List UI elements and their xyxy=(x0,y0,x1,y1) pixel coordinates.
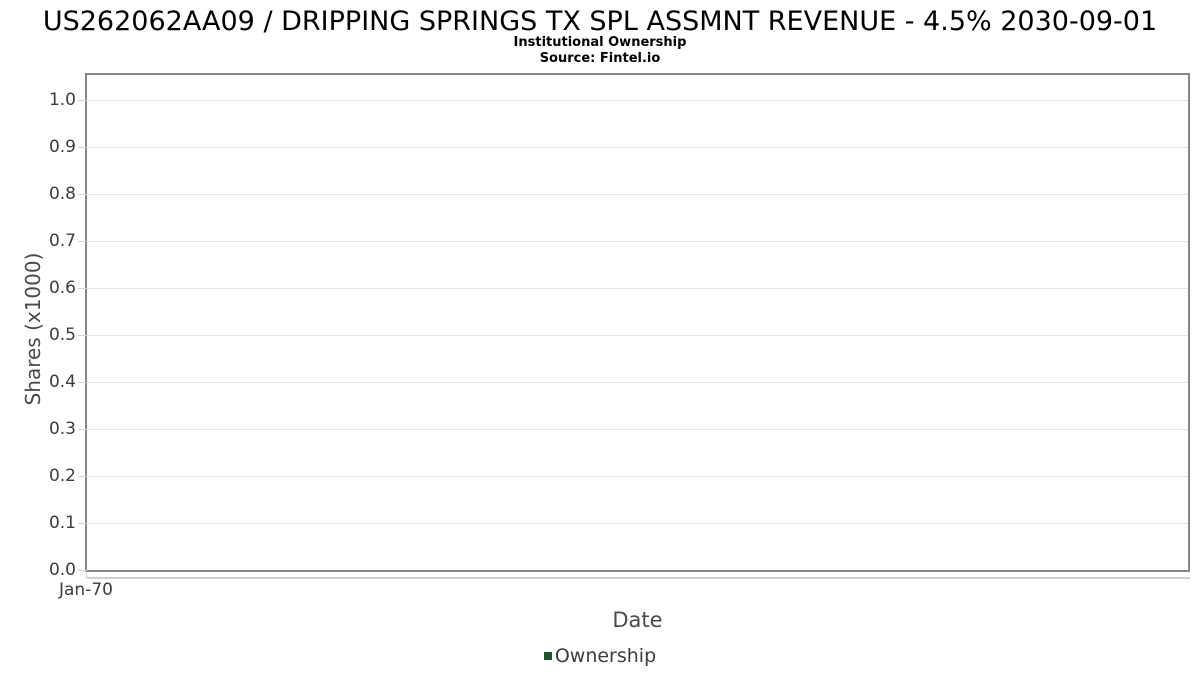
y-gridline xyxy=(87,194,1188,195)
y-gridline xyxy=(87,382,1188,383)
y-tick-label: 0.5 xyxy=(48,325,76,345)
y-tick-label: 1.0 xyxy=(48,90,76,110)
legend-label: Ownership xyxy=(554,645,657,667)
y-gridline xyxy=(87,147,1188,148)
y-tick-label: 0.9 xyxy=(48,137,76,157)
y-axis-title: Shares (x1000) xyxy=(21,252,45,406)
y-gridline xyxy=(87,100,1188,101)
y-gridline xyxy=(87,241,1188,242)
y-tick-mark xyxy=(78,100,87,101)
y-tick-label: 0.8 xyxy=(48,184,76,204)
y-tick-mark xyxy=(78,194,87,195)
chart-title: US262062AA09 / DRIPPING SPRINGS TX SPL A… xyxy=(42,6,1158,37)
y-gridline xyxy=(87,335,1188,336)
y-gridline xyxy=(87,523,1188,524)
y-tick-mark xyxy=(78,523,87,524)
y-tick-label: 0.2 xyxy=(48,466,76,486)
y-tick-mark xyxy=(78,476,87,477)
y-tick-label: 0.4 xyxy=(48,372,76,392)
legend-item: Ownership xyxy=(543,645,657,667)
chart-legend: Ownership xyxy=(0,645,1200,667)
y-tick-mark xyxy=(78,241,87,242)
y-tick-mark xyxy=(78,288,87,289)
y-gridline xyxy=(87,476,1188,477)
y-tick-mark xyxy=(78,335,87,336)
x-tick-label: Jan-70 xyxy=(59,580,113,600)
x-axis-title: Date xyxy=(612,608,663,632)
y-tick-label: 0.1 xyxy=(48,513,76,533)
chart-source-credit: Source: Fintel.io xyxy=(539,51,661,66)
y-gridline xyxy=(87,429,1188,430)
y-tick-mark xyxy=(78,429,87,430)
chart-subtitle: Institutional Ownership xyxy=(513,35,687,50)
y-tick-mark xyxy=(78,147,87,148)
plot-area-shadow xyxy=(87,577,1190,579)
y-tick-label: 0.3 xyxy=(48,419,76,439)
plot-area xyxy=(85,73,1190,572)
y-gridline xyxy=(87,288,1188,289)
legend-swatch-icon xyxy=(543,652,552,660)
y-tick-label: 0.7 xyxy=(48,231,76,251)
x-tick-mark xyxy=(86,572,87,578)
y-tick-mark xyxy=(78,382,87,383)
y-tick-mark xyxy=(78,570,87,571)
y-tick-label: 0.6 xyxy=(48,278,76,298)
y-tick-label: 0.0 xyxy=(48,560,76,580)
